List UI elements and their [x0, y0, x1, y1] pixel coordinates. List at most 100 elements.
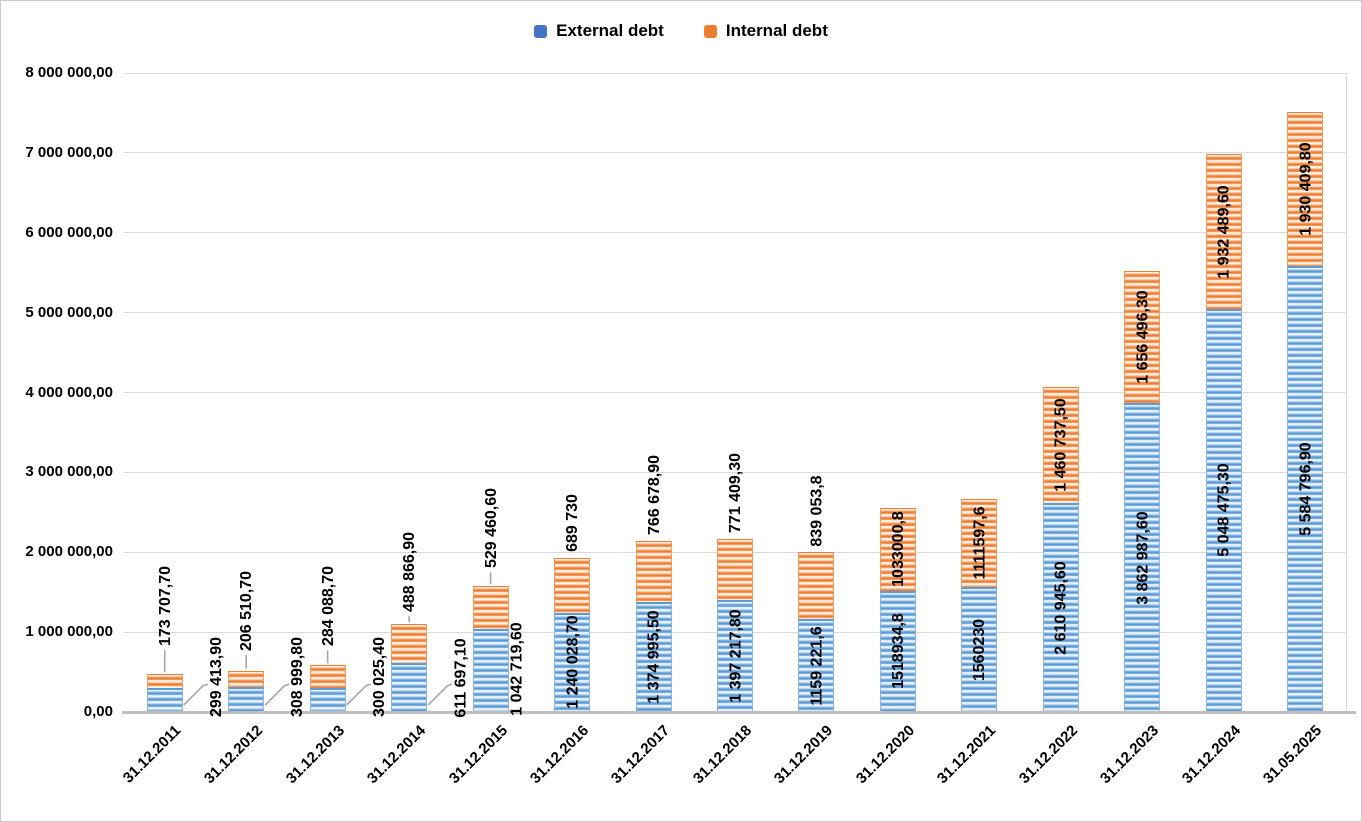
bar-segment-internal — [1287, 111, 1324, 266]
bar-segment-external — [146, 688, 183, 712]
data-label-internal: 839 053,8 — [808, 475, 826, 547]
x-axis-label: 31.12.2012 — [201, 722, 267, 788]
y-tick-label: 4 000 000,00 — [25, 383, 113, 401]
gridline — [124, 232, 1346, 234]
data-label-internal: 771 409,30 — [727, 452, 745, 533]
legend-item-internal-debt: Internal debt — [703, 21, 828, 41]
bar-segment-internal — [391, 624, 428, 664]
data-label-external: 5 048 475,30 — [1216, 463, 1234, 558]
gridline — [124, 392, 1346, 393]
x-axis-label: 31.12.2013 — [282, 722, 348, 788]
gridline — [124, 72, 1346, 74]
bar-segment-internal — [879, 508, 916, 591]
x-axis-label: 31.05.2025 — [1260, 722, 1326, 788]
gridline — [124, 471, 1346, 473]
legend-swatch-internal-debt — [703, 24, 717, 38]
bar-segment-internal — [146, 674, 183, 689]
bar-segment-external — [309, 688, 346, 712]
bar-segment-external — [391, 663, 428, 712]
plot-right-border — [1346, 73, 1347, 712]
data-label-external: 1 397 217,80 — [727, 609, 745, 703]
x-axis-label: 31.12.2011 — [120, 722, 185, 787]
data-label-internal: 488 866,90 — [401, 532, 419, 613]
gridline — [124, 312, 1346, 314]
x-axis-label: 31.12.2021 — [934, 722, 1000, 788]
data-label-external: 1560230 — [971, 618, 989, 681]
bar-segment-external — [635, 602, 672, 712]
bar-segment-internal — [554, 557, 591, 613]
x-axis-label: 31.12.2018 — [689, 722, 756, 788]
bar-segment-internal — [1124, 271, 1161, 404]
bar-segment-internal — [228, 670, 265, 688]
data-label-external: 1 240 028,70 — [564, 614, 582, 709]
bar-segment-external — [1124, 403, 1161, 712]
bar-segment-external — [228, 687, 265, 712]
data-label-internal: 529 460,60 — [482, 488, 500, 569]
y-tick-label: 8 000 000,00 — [25, 64, 113, 81]
y-tick-label: 3 000 000,00 — [25, 463, 113, 481]
bar-segment-external — [1042, 503, 1079, 712]
bar-segment-external — [554, 612, 591, 712]
data-label-external: 1 374 995,50 — [645, 610, 663, 704]
legend: External debt Internal debt — [1, 21, 1361, 41]
x-axis-line — [122, 710, 1356, 714]
y-tick-label: 6 000 000,00 — [25, 223, 113, 241]
bar-segment-internal — [1205, 154, 1242, 309]
bar-segment-internal — [1042, 386, 1079, 504]
data-label-external: 611 697,10 — [452, 637, 470, 718]
y-tick-label: 0,00 — [83, 703, 113, 720]
data-label-external: 1 042 719,60 — [508, 621, 526, 716]
data-label-external: 1518934,8 — [889, 613, 907, 690]
data-label-external: 2 610 945,60 — [1053, 561, 1071, 655]
x-axis-label: 31.12.2024 — [1178, 722, 1244, 788]
data-label-internal: 1 930 409,80 — [1297, 142, 1315, 236]
bar-segment-internal — [717, 538, 753, 601]
data-label-internal: 173 707,70 — [156, 566, 174, 647]
data-label-external: 5 584 796,90 — [1297, 442, 1315, 536]
data-label-external: 299 413,90 — [207, 636, 225, 718]
data-label-internal: 1033000,8 — [889, 511, 907, 588]
x-axis-label: 31.12.2014 — [364, 722, 430, 788]
bar-segment-external — [879, 590, 916, 712]
bar-segment-external — [717, 600, 753, 712]
bar-segment-internal — [309, 665, 346, 689]
bar-segment-internal — [635, 540, 672, 603]
y-tick-label: 1 000 000,00 — [25, 623, 113, 641]
data-label-internal: 1 656 496,30 — [1134, 290, 1152, 384]
x-axis-label: 31.12.2019 — [771, 722, 837, 788]
data-label-external: 3 862 987,60 — [1134, 511, 1152, 605]
y-tick-label: 5 000 000,00 — [25, 303, 113, 321]
data-label-internal: 206 510,70 — [238, 570, 256, 651]
x-axis-label: 31.12.2016 — [526, 722, 593, 788]
data-label-external: 300 025,40 — [370, 636, 388, 718]
gridline — [124, 152, 1346, 154]
bar-segment-internal — [961, 498, 998, 588]
legend-swatch-external-debt — [534, 24, 548, 38]
data-label-internal: 1 932 489,60 — [1216, 184, 1234, 279]
y-tick-label: 2 000 000,00 — [25, 543, 113, 561]
x-axis-label: 31.12.2017 — [608, 722, 674, 788]
x-axis-label: 31.12.2020 — [852, 722, 918, 788]
data-label-internal: 1111597,6 — [971, 506, 989, 580]
data-label-internal: 766 678,90 — [645, 454, 663, 535]
data-label-external: 308 999,80 — [289, 636, 307, 718]
x-axis-label: 31.12.2023 — [1097, 722, 1163, 788]
legend-item-external-debt: External debt — [534, 21, 664, 41]
data-label-internal: 689 730 — [563, 493, 581, 552]
data-label-internal: 284 088,70 — [319, 566, 337, 647]
bar-segment-external — [798, 619, 835, 712]
y-tick-label: 7 000 000,00 — [25, 143, 113, 161]
bar-segment-external — [472, 628, 509, 712]
x-axis-label: 31.12.2022 — [1015, 722, 1081, 788]
legend-label-internal-debt: Internal debt — [725, 21, 828, 40]
bar-segment-external — [1205, 308, 1242, 712]
bar-segment-external — [1287, 265, 1324, 712]
legend-label-external-debt: External debt — [556, 21, 664, 40]
x-axis-label: 31.12.2015 — [445, 722, 511, 788]
bar-segment-internal — [472, 586, 509, 629]
data-label-external: 1159 221,6 — [808, 626, 826, 706]
data-label-internal: 1 460 737,50 — [1053, 398, 1071, 492]
bar-segment-internal — [798, 552, 835, 620]
